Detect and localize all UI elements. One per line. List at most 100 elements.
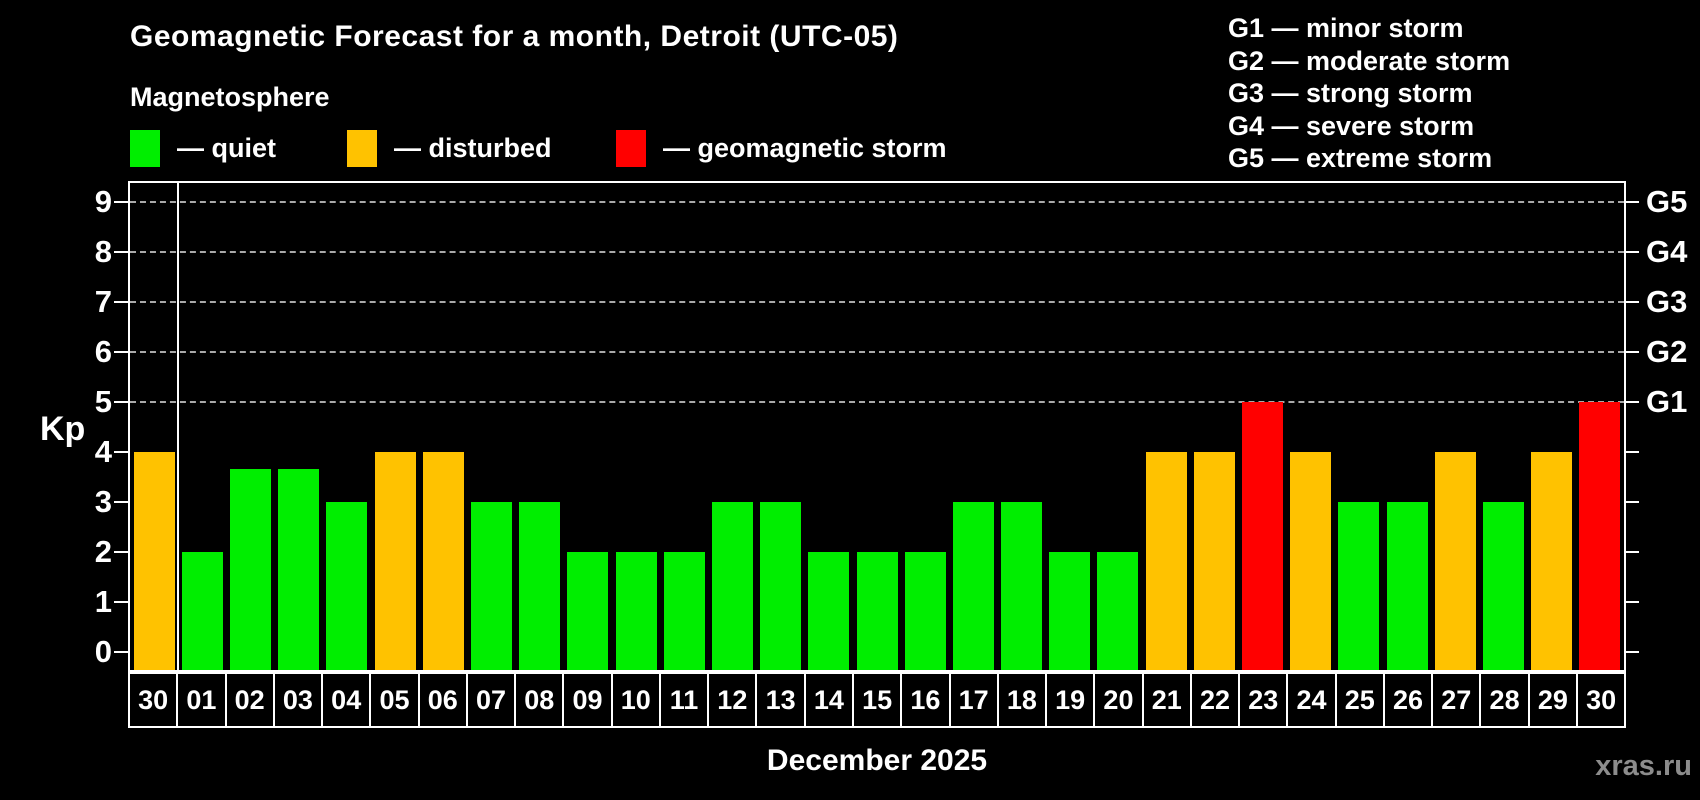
- day-label-05: 05: [369, 672, 420, 728]
- gridline-g3: [130, 301, 1624, 303]
- month-divider: [177, 183, 180, 670]
- y-tick-label-4: 4: [94, 434, 112, 469]
- y-tick-label-5: 5: [94, 384, 112, 419]
- y-tick-label-8: 8: [94, 234, 112, 269]
- day-label-18: 18: [996, 672, 1048, 728]
- y-tick-1: [114, 601, 128, 603]
- bar-day-09: [567, 552, 609, 670]
- bar-day-22: [1193, 452, 1235, 670]
- bar-day-10: [615, 552, 657, 670]
- bar-day-23: [1242, 402, 1284, 670]
- day-label-08: 08: [514, 672, 565, 728]
- bar-day-02: [229, 468, 271, 670]
- bar-day-20: [1097, 552, 1139, 670]
- right-tick-4: [1626, 451, 1639, 453]
- y-tick-4: [114, 451, 128, 453]
- plot-area: [128, 181, 1626, 672]
- day-label-28: 28: [1479, 672, 1530, 728]
- bar-day-27: [1434, 452, 1476, 670]
- day-label-06: 06: [417, 672, 468, 728]
- day-label-23: 23: [1238, 672, 1289, 728]
- legend-label-quiet: — quiet: [177, 132, 276, 163]
- day-axis-row: 30 01 02 03 04 05 06 07 08 09 10 11 12 13 14 15 16 17 18 19…: [128, 672, 1627, 728]
- bar-day-28: [1483, 502, 1525, 670]
- magnetosphere-label: Magnetosphere: [130, 82, 330, 112]
- day-label-09: 09: [562, 672, 613, 728]
- bar-day-29: [1531, 452, 1573, 670]
- day-label-01: 01: [176, 672, 227, 728]
- day-label-22: 22: [1189, 672, 1241, 728]
- legend-item-disturbed: — disturbed: [347, 126, 552, 170]
- storm-scale-g4: G4 — severe storm: [1228, 110, 1475, 141]
- bar-day-30: [133, 452, 175, 670]
- bar-day-19: [1049, 552, 1091, 670]
- month-label: December 2025: [766, 744, 988, 777]
- day-label-24: 24: [1286, 672, 1337, 728]
- y-axis-ticks: [114, 183, 128, 670]
- y-tick-7: [114, 301, 128, 303]
- day-label-15: 15: [851, 672, 903, 728]
- quiet-color-swatch: [130, 129, 160, 167]
- day-label-16: 16: [900, 672, 951, 728]
- day-label-29: 29: [1527, 672, 1578, 728]
- gridline-g2: [130, 351, 1624, 353]
- y-tick-label-1: 1: [94, 584, 112, 619]
- g-scale-label-g3: G3: [1646, 284, 1688, 319]
- day-label-26: 26: [1382, 672, 1434, 728]
- day-label-03: 03: [272, 672, 324, 728]
- bar-day-08: [519, 502, 561, 670]
- bar-day-14: [808, 552, 850, 670]
- watermark: xras.ru: [1595, 750, 1692, 782]
- bar-day-24: [1290, 452, 1332, 670]
- right-tick-0: [1626, 651, 1639, 653]
- storm-scale-legend: G1 — minor storm G2 — moderate storm G3 …: [1228, 12, 1510, 175]
- day-label-30: 30: [1575, 672, 1627, 728]
- day-label-25: 25: [1334, 672, 1385, 728]
- bar-day-15: [856, 552, 898, 670]
- gridline-g1: [130, 401, 1624, 403]
- bar-day-04: [326, 502, 368, 670]
- right-tick-2: [1626, 551, 1639, 553]
- y-tick-label-0: 0: [94, 634, 112, 669]
- chart-title: Geomagnetic Forecast for a month, Detroi…: [130, 20, 899, 53]
- legend-item-quiet: — quiet: [130, 126, 276, 170]
- y-tick-label-6: 6: [94, 334, 112, 369]
- legend-item-storm: — geomagnetic storm: [616, 126, 947, 170]
- day-label-07: 07: [465, 672, 517, 728]
- g-scale-label-g1: G1: [1646, 384, 1688, 419]
- day-label-17: 17: [948, 672, 999, 728]
- day-label-20: 20: [1093, 672, 1144, 728]
- y-tick-3: [114, 501, 128, 503]
- right-tick-1: [1626, 601, 1639, 603]
- right-axis-ticks: [1626, 183, 1639, 670]
- storm-scale-g5: G5 — extreme storm: [1228, 143, 1493, 173]
- y-tick-8: [114, 251, 128, 253]
- right-tick-3: [1626, 501, 1639, 503]
- gridline-g5: [130, 201, 1624, 203]
- y-tick-label-2: 2: [94, 534, 112, 569]
- g-scale-label-g4: G4: [1646, 234, 1688, 269]
- bar-day-12: [711, 502, 753, 670]
- y-axis-labels: 0 1 2 3 4 5 6 7 8 9: [0, 183, 112, 670]
- y-tick-9: [114, 201, 128, 203]
- day-label-19: 19: [1045, 672, 1096, 728]
- bar-day-30: [1579, 402, 1621, 670]
- bar-day-06: [422, 452, 464, 670]
- y-tick-label-9: 9: [94, 184, 112, 219]
- y-tick-0: [114, 651, 128, 653]
- day-label-21: 21: [1141, 672, 1192, 728]
- bar-day-03: [278, 468, 320, 670]
- day-label-12: 12: [707, 672, 758, 728]
- y-axis-title: Kp: [40, 410, 86, 448]
- g-scale-label-g2: G2: [1646, 334, 1688, 369]
- bar-day-11: [663, 552, 705, 670]
- day-label-13: 13: [755, 672, 806, 728]
- legend-label-storm: — geomagnetic storm: [663, 132, 947, 163]
- storm-scale-g2: G2 — moderate storm: [1228, 45, 1511, 76]
- legend-label-disturbed: — disturbed: [394, 132, 552, 163]
- y-tick-label-7: 7: [94, 284, 112, 319]
- bar-day-21: [1145, 452, 1187, 670]
- bar-day-07: [470, 502, 512, 670]
- day-label-10: 10: [610, 672, 661, 728]
